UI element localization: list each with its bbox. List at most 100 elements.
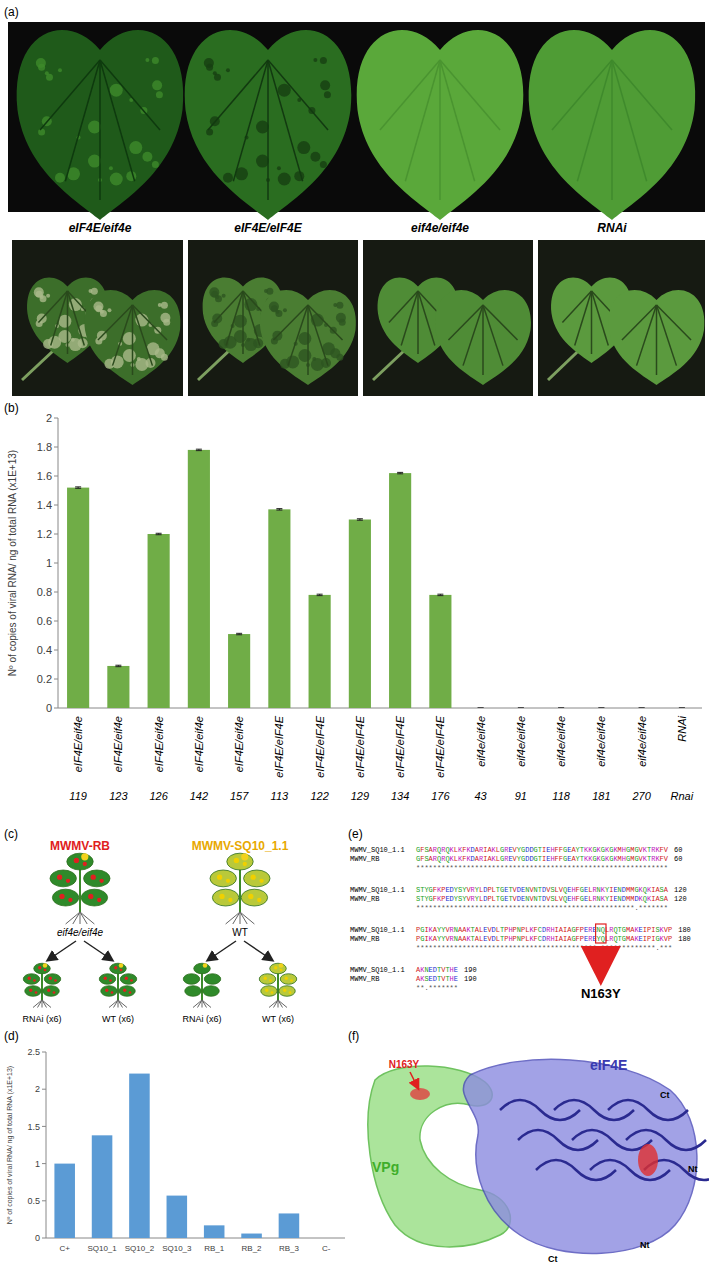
leaf-vein bbox=[612, 60, 672, 130]
flower bbox=[203, 963, 208, 968]
y-tick-label: 2 bbox=[35, 1084, 40, 1094]
mosaic-spot bbox=[256, 155, 269, 168]
bar bbox=[241, 1234, 262, 1238]
x-tick-label: C- bbox=[322, 1244, 331, 1253]
y-tick-label: 2 bbox=[46, 412, 52, 424]
plant-leaf bbox=[244, 870, 270, 887]
sequence: STYGFKPEDYSYVRYLDPLTGETVDENVNTDVSLVQEHFG… bbox=[416, 886, 669, 894]
position-number: 190 bbox=[464, 966, 477, 974]
symptom-spot bbox=[265, 989, 268, 992]
y-tick-label: 1.6 bbox=[37, 470, 52, 482]
bar bbox=[590, 708, 612, 709]
mosaic-spot bbox=[46, 294, 50, 298]
mosaic-spot bbox=[275, 310, 279, 314]
ribbon bbox=[518, 1130, 598, 1150]
x-tick-label: RNAi bbox=[676, 715, 688, 741]
leaf-vein bbox=[132, 305, 134, 375]
leaf-vein bbox=[440, 60, 500, 130]
root bbox=[269, 1000, 278, 1008]
leaf-vein bbox=[405, 60, 440, 181]
symptom-spot bbox=[57, 875, 62, 880]
symptom-spot bbox=[97, 898, 101, 902]
mosaic-spot bbox=[298, 332, 311, 345]
error-bar bbox=[437, 594, 443, 595]
y-tick bbox=[42, 1163, 46, 1164]
mosaic-spot bbox=[123, 332, 136, 345]
stem bbox=[201, 970, 203, 1000]
plant-leaf bbox=[99, 974, 116, 985]
bar bbox=[148, 534, 170, 708]
protein-label: eIF4E bbox=[590, 1057, 627, 1073]
symptom-spot bbox=[234, 858, 239, 863]
mosaic-spot bbox=[107, 308, 111, 312]
genotype-label: eIF4E/eIF4E bbox=[234, 221, 302, 235]
root bbox=[274, 1000, 279, 1008]
plant-leaf bbox=[43, 986, 60, 997]
leaf bbox=[609, 290, 705, 385]
root bbox=[198, 1000, 203, 1008]
arrow bbox=[84, 941, 112, 960]
root bbox=[109, 1000, 118, 1008]
y-tick bbox=[54, 621, 58, 622]
root bbox=[73, 912, 80, 924]
y-tick bbox=[42, 1089, 46, 1090]
mosaic-spot bbox=[152, 161, 159, 168]
bar bbox=[67, 488, 89, 708]
plant bbox=[50, 853, 110, 924]
y-tick bbox=[54, 679, 58, 680]
symptom-spot bbox=[91, 875, 96, 880]
mutation-box bbox=[596, 924, 606, 943]
y-tick-label: 0 bbox=[46, 702, 52, 714]
bar bbox=[550, 708, 572, 709]
target-label: RNAi (x6) bbox=[182, 1014, 221, 1024]
sample-label: 118 bbox=[552, 790, 570, 802]
symptom-spot bbox=[248, 894, 253, 899]
leaf-vein bbox=[242, 291, 244, 354]
root bbox=[278, 1000, 287, 1008]
y-tick bbox=[54, 650, 58, 651]
leaf-vein bbox=[307, 305, 309, 375]
y-tick bbox=[42, 1126, 46, 1127]
plant-leaf bbox=[34, 963, 51, 974]
y-tick-label: 0.8 bbox=[37, 586, 52, 598]
x-tick-label: eIF4E/eif4e bbox=[233, 716, 245, 772]
symptom-spot bbox=[47, 989, 50, 992]
symptom-spot bbox=[251, 875, 256, 880]
symptom-spot bbox=[53, 991, 56, 994]
sample-label: 129 bbox=[351, 790, 369, 802]
photo-background bbox=[538, 240, 705, 396]
x-tick-label: eIF4E/eIF4E bbox=[273, 715, 285, 777]
mosaic-spot bbox=[109, 166, 113, 170]
plant-leaf bbox=[204, 974, 221, 985]
sequence: PGIKAYYVRNAAKTALEVDLTPHPNPLKFCDRHIAIAGFP… bbox=[416, 926, 672, 934]
plant-leaf bbox=[120, 974, 137, 985]
y-tick bbox=[54, 505, 58, 506]
sample-label: 142 bbox=[190, 790, 208, 802]
leaf-vein bbox=[268, 60, 328, 130]
bar bbox=[204, 1225, 225, 1238]
y-tick bbox=[42, 1238, 46, 1239]
symptom-spot bbox=[28, 977, 31, 980]
x-tick-label: eIF4E/eIF4E bbox=[394, 715, 406, 777]
mosaic-spot bbox=[100, 310, 104, 314]
root bbox=[38, 1000, 43, 1008]
root bbox=[80, 912, 87, 924]
sequence: GFSARQRQKLKFKDARIAKLGREVYGDDGTIEHFFGEAYT… bbox=[416, 846, 669, 854]
leaf-vein bbox=[99, 60, 101, 200]
y-tick bbox=[54, 476, 58, 477]
symptom-spot bbox=[123, 989, 126, 992]
mosaic-spot bbox=[88, 155, 101, 168]
host-label: WT bbox=[232, 927, 248, 938]
mosaic-spot bbox=[215, 295, 222, 302]
residue: P bbox=[668, 926, 672, 934]
mosaic-spot bbox=[324, 91, 331, 98]
plant-leaf bbox=[261, 986, 278, 997]
bars bbox=[54, 1074, 299, 1238]
x-tick-label: eif4e/eif4e bbox=[515, 716, 527, 767]
consensus: ****************************************… bbox=[416, 864, 668, 872]
y-tick-label: 1.8 bbox=[37, 441, 52, 453]
sequence-name: MWMV_SQ10_1.1 bbox=[350, 886, 405, 894]
x-tick-label: eif4e/eif4e bbox=[475, 716, 487, 767]
x-tick-label: C+ bbox=[59, 1244, 70, 1253]
plant-leaf bbox=[185, 986, 202, 997]
